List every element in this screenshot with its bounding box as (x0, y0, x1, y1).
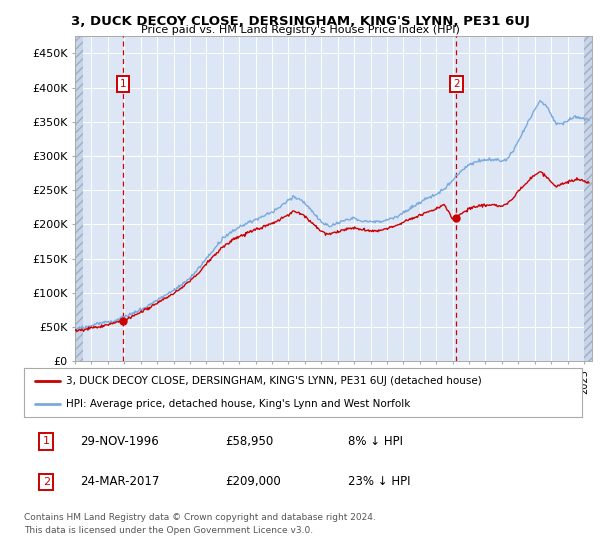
Text: 3, DUCK DECOY CLOSE, DERSINGHAM, KING'S LYNN, PE31 6UJ: 3, DUCK DECOY CLOSE, DERSINGHAM, KING'S … (71, 15, 529, 27)
Text: 1: 1 (43, 436, 50, 446)
Text: 8% ↓ HPI: 8% ↓ HPI (347, 435, 403, 448)
Text: 24-MAR-2017: 24-MAR-2017 (80, 475, 159, 488)
Text: This data is licensed under the Open Government Licence v3.0.: This data is licensed under the Open Gov… (24, 526, 313, 535)
Text: 2: 2 (453, 80, 460, 89)
Bar (75, 36, 83, 361)
Text: Price paid vs. HM Land Registry's House Price Index (HPI): Price paid vs. HM Land Registry's House … (140, 25, 460, 35)
Text: 3, DUCK DECOY CLOSE, DERSINGHAM, KING'S LYNN, PE31 6UJ (detached house): 3, DUCK DECOY CLOSE, DERSINGHAM, KING'S … (66, 376, 482, 386)
Text: 29-NOV-1996: 29-NOV-1996 (80, 435, 158, 448)
Text: £58,950: £58,950 (225, 435, 273, 448)
Text: HPI: Average price, detached house, King's Lynn and West Norfolk: HPI: Average price, detached house, King… (66, 399, 410, 409)
Text: 1: 1 (119, 80, 126, 89)
Text: £209,000: £209,000 (225, 475, 281, 488)
Text: 2: 2 (43, 477, 50, 487)
Text: 23% ↓ HPI: 23% ↓ HPI (347, 475, 410, 488)
Text: Contains HM Land Registry data © Crown copyright and database right 2024.: Contains HM Land Registry data © Crown c… (24, 513, 376, 522)
Bar (584, 36, 592, 361)
